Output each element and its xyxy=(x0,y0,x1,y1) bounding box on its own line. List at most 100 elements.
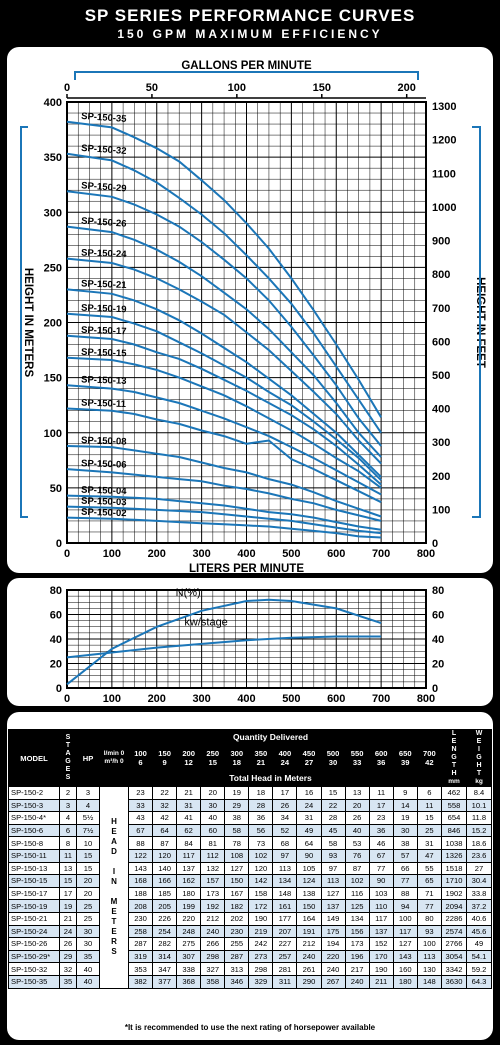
flow-column-header: 650 39 xyxy=(392,745,418,771)
head-cell: 30 xyxy=(200,798,226,813)
head-cell: 358 xyxy=(200,974,226,989)
curve-label: SP-150-08 xyxy=(81,435,127,448)
head-cell: 290 xyxy=(296,974,322,989)
head-cell: 120 xyxy=(152,848,178,863)
head-cell: 282 xyxy=(152,937,178,951)
head-cell: 36 xyxy=(248,811,274,825)
head-cell: 64 xyxy=(296,836,322,850)
head-cell: 307 xyxy=(176,949,202,964)
model-cell: SP-150-29* xyxy=(8,949,60,964)
head-cell: 58 xyxy=(320,836,346,850)
length-cell: 654 xyxy=(441,811,467,825)
head-cell: 53 xyxy=(344,836,370,850)
hp-cell: 35 xyxy=(76,949,100,964)
head-cell: 67 xyxy=(368,848,394,863)
weight-cell: 18.6 xyxy=(466,836,492,850)
head-cell: 166 xyxy=(152,874,178,888)
head-cell: 248 xyxy=(176,924,202,939)
length-cell: 2766 xyxy=(441,937,467,951)
curve-label: SP-150-24 xyxy=(81,248,127,261)
table-row: SP-150-17 17 20 188 185 180 173 167 158 148 138 127… xyxy=(8,886,492,901)
head-cell: 42 xyxy=(152,811,178,825)
model-cell: SP-150-19 xyxy=(8,899,60,913)
head-cell: 149 xyxy=(320,911,346,926)
x-tick-label: 800 xyxy=(417,548,435,560)
table-row: SP-150-29* 29 35 319 314 307 298 287 273 257 240 22… xyxy=(8,949,492,964)
length-cell: 1326 xyxy=(441,848,467,863)
stages-cell: 15 xyxy=(59,874,77,888)
head-cell: 240 xyxy=(320,962,346,976)
head-cell: 148 xyxy=(272,886,298,901)
y-tick-label: 50 xyxy=(50,483,62,495)
model-cell: SP-150-4* xyxy=(8,811,60,825)
hp-cell: 30 xyxy=(76,924,100,939)
head-cell: 230 xyxy=(127,911,154,926)
curve-label: SP-150-02 xyxy=(81,507,127,520)
curve-label: SP-150-35 xyxy=(81,111,128,125)
hp-cell: 20 xyxy=(76,874,100,888)
flow-column-header: 150 9 xyxy=(152,745,178,771)
head-cell: 319 xyxy=(127,949,154,964)
head-cell: 142 xyxy=(248,874,274,888)
x-tick-label: 500 xyxy=(282,548,300,560)
length-cell: 3054 xyxy=(441,949,467,964)
head-cell: 134 xyxy=(344,911,370,926)
head-cell: 34 xyxy=(272,811,298,825)
length-cell: 3342 xyxy=(441,962,467,976)
head-cell: 47 xyxy=(416,848,443,863)
efficiency-chart: 0 100 200 300 400 500 600 700 800020406080020406… xyxy=(50,585,445,705)
table-row: SP-150-8 8 10 88 87 84 81 78 73 68 64 58 53 46 38 31 103… xyxy=(8,836,492,850)
head-cell: 20 xyxy=(200,786,226,800)
head-cell: 13 xyxy=(344,786,370,800)
flow-column-header: 300 18 xyxy=(224,745,250,771)
hp-cell: 40 xyxy=(76,974,100,989)
head-cell: 43 xyxy=(127,811,154,825)
head-cell: 15 xyxy=(320,786,346,800)
head-cell: 257 xyxy=(272,949,298,964)
stages-cell: 29 xyxy=(59,949,77,964)
head-cell: 220 xyxy=(320,949,346,964)
hp-cell: 25 xyxy=(76,899,100,913)
weight-cell: 33.8 xyxy=(466,886,492,901)
head-cell: 152 xyxy=(368,937,394,951)
y-tick-label: 80 xyxy=(50,585,62,597)
stages-cell: 24 xyxy=(59,924,77,939)
model-header: MODEL xyxy=(8,729,60,787)
y-right-tick-label: 60 xyxy=(432,610,444,622)
y-right-tick-label: 400 xyxy=(432,404,450,416)
head-cell: 196 xyxy=(344,949,370,964)
head-cell: 167 xyxy=(224,886,250,901)
head-cell: 19 xyxy=(392,811,418,825)
y-tick-label: 200 xyxy=(44,318,62,330)
model-cell: SP-150-6 xyxy=(8,823,60,838)
y-tick-label: 300 xyxy=(44,207,62,219)
head-cell: 11 xyxy=(416,798,443,813)
head-cell: 207 xyxy=(272,924,298,939)
y-right-tick-label: 20 xyxy=(432,659,444,671)
curve-sp-150-15 xyxy=(66,356,382,489)
model-cell: SP-150-32 xyxy=(8,962,60,976)
head-cell: 173 xyxy=(200,886,226,901)
weight-cell: 11.8 xyxy=(466,811,492,825)
head-cell: 25 xyxy=(416,823,443,838)
flow-column-header: 450 27 xyxy=(296,745,322,771)
head-cell: 267 xyxy=(320,974,346,989)
head-cell: 164 xyxy=(296,911,322,926)
curve-sp-150-08 xyxy=(66,445,382,518)
length-cell: 3630 xyxy=(441,974,467,989)
head-cell: 73 xyxy=(248,836,274,850)
model-cell: SP-150-11 xyxy=(8,848,60,863)
head-cell: 68 xyxy=(272,836,298,850)
head-cell: 64 xyxy=(152,823,178,838)
head-cell: 208 xyxy=(127,899,154,913)
curve-sp-150-21 xyxy=(66,288,382,478)
y-tick-label: 350 xyxy=(44,152,62,164)
head-cell: 127 xyxy=(392,937,418,951)
head-cell: 217 xyxy=(344,962,370,976)
x-tick-label: 400 xyxy=(237,548,255,560)
head-cell: 240 xyxy=(344,974,370,989)
head-cell: 41 xyxy=(176,811,202,825)
y-tick-label: 100 xyxy=(44,428,62,440)
